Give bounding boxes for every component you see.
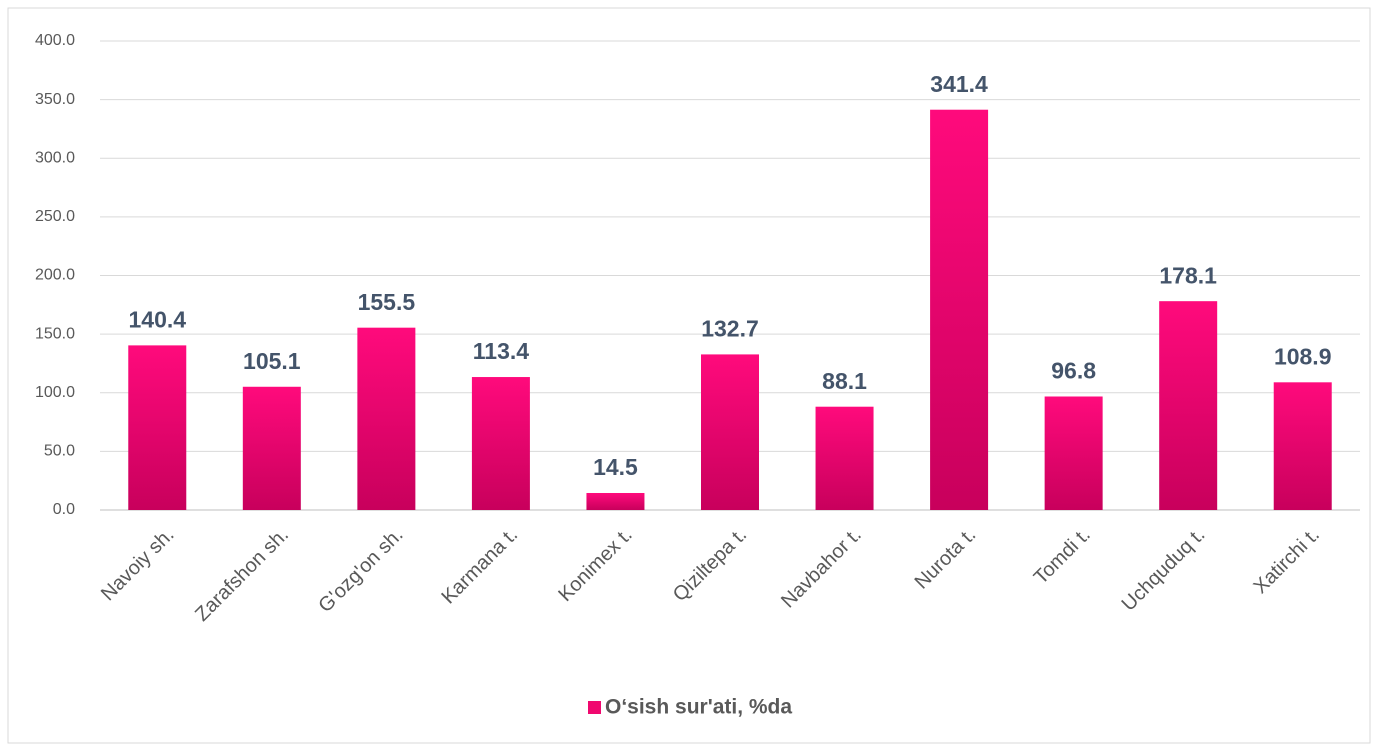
- bar: [586, 492, 645, 510]
- data-label: 105.1: [243, 348, 301, 374]
- bar: [357, 327, 416, 510]
- data-label: 108.9: [1274, 343, 1332, 369]
- data-label: 341.4: [930, 71, 988, 97]
- y-tick-label: 300.0: [35, 149, 75, 166]
- data-label: 140.4: [128, 306, 186, 332]
- bar: [242, 386, 301, 510]
- y-tick-label: 0.0: [53, 501, 75, 518]
- bar: [815, 406, 874, 510]
- y-tick-label: 150.0: [35, 325, 75, 342]
- data-label: 132.7: [701, 315, 759, 341]
- bar: [1159, 301, 1218, 510]
- y-tick-label: 400.0: [35, 32, 75, 49]
- chart-border: [7, 7, 1371, 744]
- bar: [701, 354, 759, 510]
- data-label: 96.8: [1051, 358, 1096, 384]
- bar: [128, 345, 187, 510]
- y-tick-label: 50.0: [44, 443, 75, 460]
- data-label: 178.1: [1159, 262, 1217, 288]
- y-tick-label: 350.0: [35, 91, 75, 108]
- y-tick-label: 100.0: [35, 384, 75, 401]
- data-label: 14.5: [593, 454, 638, 480]
- bar: [930, 109, 989, 511]
- legend-swatch: [588, 701, 601, 714]
- data-label: 88.1: [822, 368, 867, 394]
- bar: [1044, 396, 1103, 510]
- y-tick-label: 200.0: [35, 267, 75, 284]
- legend-label: O‘sish sur'ati, %da: [605, 696, 792, 719]
- data-label: 155.5: [358, 289, 416, 315]
- y-tick-label: 250.0: [35, 208, 75, 225]
- bar: [471, 377, 530, 510]
- bar: [1273, 382, 1332, 510]
- data-label: 113.4: [473, 338, 529, 364]
